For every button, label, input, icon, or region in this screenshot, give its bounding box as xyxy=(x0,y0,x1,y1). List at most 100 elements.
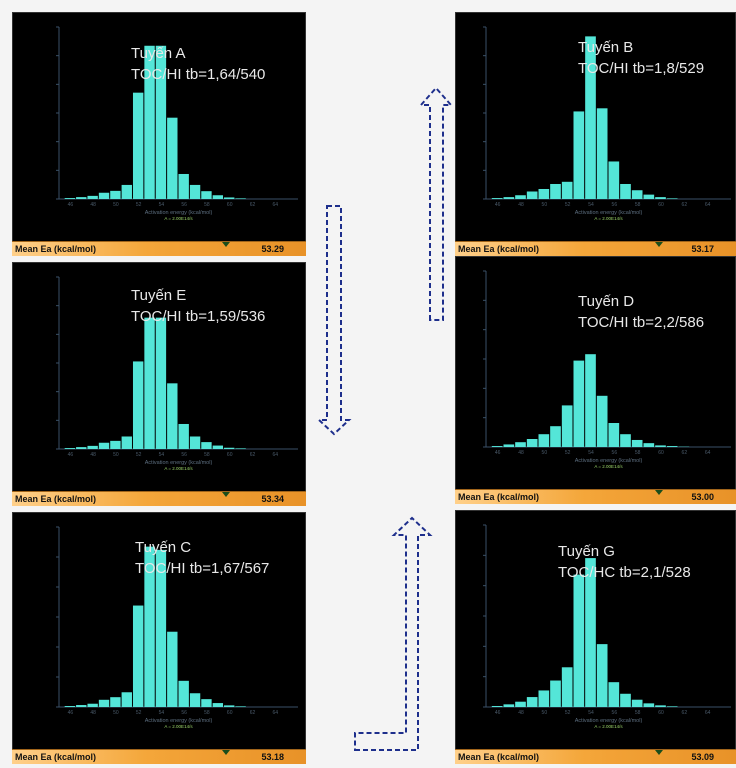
x-tick-label: 48 xyxy=(90,202,96,208)
histogram-bar xyxy=(121,184,132,199)
histogram-bar xyxy=(585,558,596,707)
x-tick-label: 54 xyxy=(159,452,165,458)
histogram-panel-b: 46 48 50 52 54 56 58 60 62 64 Activation energy (k… xyxy=(455,12,736,256)
histogram-panel-e: 46 48 50 52 54 56 58 60 62 64 Activation energy (k… xyxy=(12,262,306,506)
source-name: Tuyến G xyxy=(558,543,615,560)
x-tick-label: 64 xyxy=(272,452,278,458)
histogram-bar xyxy=(132,361,144,449)
source-annotation: Tuyến B TOC/HI tb=1,8/529 xyxy=(578,37,704,79)
x-tick-label: 56 xyxy=(181,710,187,716)
histogram-bar xyxy=(491,446,503,447)
histogram-bar xyxy=(144,317,155,449)
histogram-bar xyxy=(64,448,76,449)
x-tick-label: 54 xyxy=(588,710,594,716)
x-tick-label: 60 xyxy=(227,452,233,458)
histogram-panel-g: 46 48 50 52 54 56 58 60 62 64 Activation energy (k… xyxy=(455,510,736,764)
x-axis-label: Activation energy (kcal/mol) xyxy=(145,460,213,466)
x-tick-label: 50 xyxy=(113,202,119,208)
x-axis-sublabel: A = 2.00E14/s xyxy=(164,466,193,471)
histogram-bar xyxy=(550,680,561,707)
histogram-bar xyxy=(655,445,666,447)
x-tick-label: 46 xyxy=(495,710,501,716)
histogram-bar xyxy=(631,439,643,447)
mean-ea-value: 53.29 xyxy=(261,244,284,254)
x-tick-label: 52 xyxy=(136,452,142,458)
mean-ea-label: Mean Ea (kcal/mol) xyxy=(15,494,97,504)
histogram-bar xyxy=(76,197,87,199)
histogram-bar xyxy=(224,197,235,199)
histogram-bar xyxy=(87,195,98,199)
histogram-bar xyxy=(596,108,608,199)
histogram-bar xyxy=(538,690,550,707)
x-tick-label: 60 xyxy=(658,450,664,456)
histogram-bar xyxy=(201,699,212,707)
x-tick-label: 48 xyxy=(90,710,96,716)
plot-area: 46 48 50 52 54 56 58 60 62 64 Activation energy (k… xyxy=(455,510,736,750)
histogram-bar xyxy=(596,395,608,447)
mean-ea-value: 53.00 xyxy=(691,492,714,502)
histogram-svg: 46 48 50 52 54 56 58 60 62 64 Activation energy (k… xyxy=(56,26,298,221)
histogram-bar xyxy=(666,706,678,707)
histogram-bar xyxy=(526,191,538,199)
source-annotation: Tuyến E TOC/HI tb=1,59/536 xyxy=(131,285,265,327)
source-name: Tuyến C xyxy=(135,539,192,556)
histogram-bar xyxy=(620,434,631,447)
x-tick-label: 50 xyxy=(542,450,548,456)
x-axis-label: Activation energy (kcal/mol) xyxy=(575,718,643,724)
histogram-bar xyxy=(64,706,76,707)
histogram-bar xyxy=(121,692,132,707)
x-tick-label: 56 xyxy=(612,450,618,456)
histogram-bar xyxy=(573,111,585,199)
x-axis-sublabel: A = 2.00E14/s xyxy=(164,724,193,729)
marker-icon xyxy=(222,750,230,755)
histogram-bar xyxy=(655,197,666,199)
mean-ea-bar: Mean Ea (kcal/mol) 53.09 xyxy=(455,749,736,764)
source-annotation: Tuyến G TOC/HC tb=2,1/528 xyxy=(558,541,691,583)
mean-ea-value: 53.09 xyxy=(691,752,714,762)
x-tick-label: 54 xyxy=(159,202,165,208)
histogram-bar xyxy=(110,697,121,707)
histogram-bar xyxy=(167,631,178,707)
histogram-bar xyxy=(550,183,561,199)
histogram-bar xyxy=(608,161,620,199)
x-tick-label: 64 xyxy=(705,710,711,716)
plot-area: 46 48 50 52 54 56 58 60 62 64 Activation energy (k… xyxy=(455,256,736,490)
plot-area: 46 48 50 52 54 56 58 60 62 64 Activation energy (k… xyxy=(12,262,306,492)
histogram-bar xyxy=(503,197,515,199)
histogram-bar xyxy=(655,705,666,707)
x-tick-label: 62 xyxy=(682,710,688,716)
x-tick-label: 64 xyxy=(272,202,278,208)
histogram-bar xyxy=(155,317,167,449)
mean-ea-bar: Mean Ea (kcal/mol) 53.18 xyxy=(12,749,306,764)
x-tick-label: 46 xyxy=(495,202,501,208)
x-tick-label: 58 xyxy=(635,202,641,208)
x-tick-label: 48 xyxy=(518,202,524,208)
x-tick-label: 46 xyxy=(68,202,74,208)
histogram-bar xyxy=(608,423,620,447)
x-axis-sublabel: A = 2.00E14/s xyxy=(594,216,623,221)
source-name: Tuyến A xyxy=(131,45,186,62)
histogram-bar xyxy=(167,117,178,199)
histogram-bar xyxy=(526,439,538,447)
histogram-bar xyxy=(98,192,110,199)
x-tick-label: 46 xyxy=(68,452,74,458)
histogram-bar xyxy=(189,693,201,707)
histogram-bar xyxy=(503,444,515,447)
mean-ea-label: Mean Ea (kcal/mol) xyxy=(15,244,97,254)
histogram-bar xyxy=(643,703,655,707)
histogram-svg: 46 48 50 52 54 56 58 60 62 64 Activation energy (k… xyxy=(56,276,298,471)
source-name: Tuyến B xyxy=(578,39,634,56)
x-tick-label: 48 xyxy=(90,452,96,458)
histogram-bar xyxy=(620,693,631,707)
mean-ea-bar: Mean Ea (kcal/mol) 53.34 xyxy=(12,491,306,506)
source-annotation: Tuyến C TOC/HI tb=1,67/567 xyxy=(135,537,269,579)
histogram-bar xyxy=(585,354,596,447)
x-tick-label: 50 xyxy=(113,710,119,716)
mean-ea-label: Mean Ea (kcal/mol) xyxy=(458,244,540,254)
histogram-bar xyxy=(538,434,550,447)
histogram-bar xyxy=(110,440,121,449)
histogram-panel-a: 46 48 50 52 54 56 58 60 62 64 Activation energy (k… xyxy=(12,12,306,256)
x-tick-label: 56 xyxy=(181,452,187,458)
histogram-bar xyxy=(110,190,121,199)
x-tick-label: 56 xyxy=(612,710,618,716)
